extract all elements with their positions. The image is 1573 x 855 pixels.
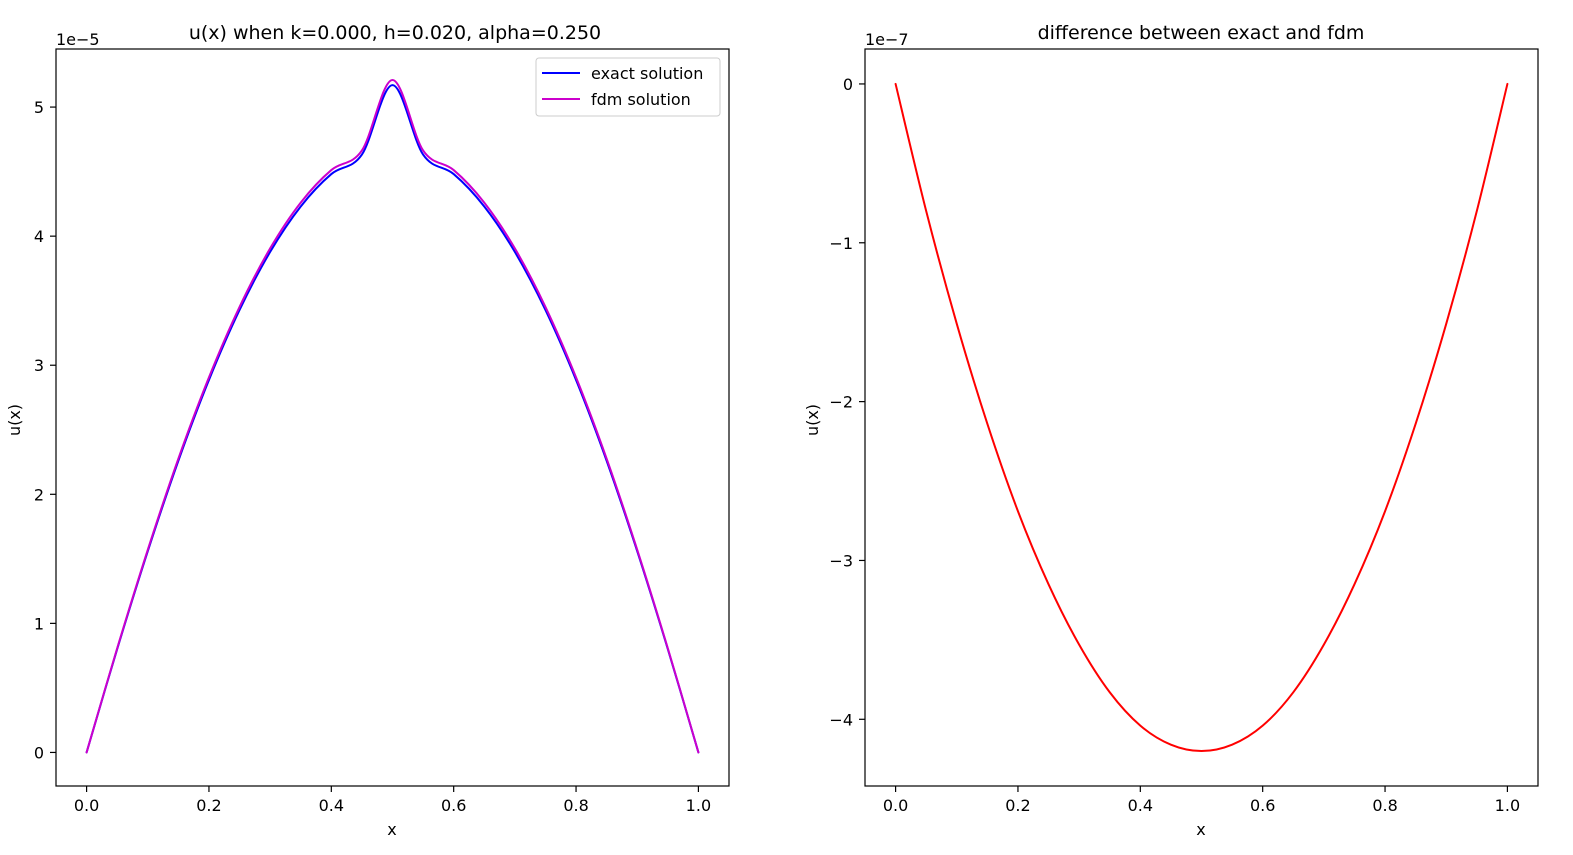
right-y-tick-label: −3 (829, 551, 853, 570)
left-y-tick-label: 3 (34, 356, 44, 375)
left-axes-frame (55, 48, 730, 787)
left-x-tick-label: 0.8 (563, 796, 588, 815)
left-y-tick-label: 0 (34, 743, 44, 762)
left-y-tick-label: 4 (34, 227, 44, 246)
right-x-tick-label: 0.0 (883, 796, 908, 815)
legend-label-exact: exact solution (591, 64, 703, 83)
right-axes-frame (864, 48, 1539, 787)
left-x-tick-label: 0.4 (319, 796, 344, 815)
left-series-line-1 (85, 78, 700, 754)
right-ticks: 0.0 0.2 0.4 0.6 0.8 1.0 0 −1 −2 −3 −4 (829, 75, 1520, 815)
left-y-tick-label: 5 (34, 98, 44, 117)
legend-box (535, 57, 721, 117)
left-offset-label: 1e−5 (56, 30, 100, 49)
left-x-tick-label: 1.0 (686, 796, 711, 815)
right-x-tick-label: 0.8 (1372, 796, 1397, 815)
left-x-tick-label: 0.6 (441, 796, 466, 815)
legend-label-fdm: fdm solution (591, 90, 691, 109)
right-x-tick-label: 1.0 (1495, 796, 1520, 815)
right-data-lines (894, 82, 1509, 753)
right-y-tick-label: 0 (843, 75, 853, 94)
right-y-tick-label: −1 (829, 234, 853, 253)
left-y-tick-label: 2 (34, 485, 44, 504)
left-plot: u(x) when k=0.000, h=0.020, alpha=0.250 … (5, 22, 730, 839)
right-y-axis-label: u(x) (803, 404, 822, 436)
right-x-tick-label: 0.6 (1250, 796, 1275, 815)
right-y-tick-label: −2 (829, 393, 853, 412)
right-offset-label: 1e−7 (865, 30, 909, 49)
left-ticks: 0.0 0.2 0.4 0.6 0.8 1.0 0 1 2 3 4 5 (34, 98, 711, 815)
right-x-tick-label: 0.2 (1005, 796, 1030, 815)
right-y-tick-label: −4 (829, 710, 853, 729)
left-y-tick-label: 1 (34, 614, 44, 633)
right-plot-title: difference between exact and fdm (1038, 22, 1365, 44)
legend: exact solution fdm solution (535, 57, 721, 117)
left-data-lines (85, 78, 700, 754)
left-x-axis-label: x (387, 820, 396, 839)
left-plot-title: u(x) when k=0.000, h=0.020, alpha=0.250 (189, 22, 601, 44)
left-y-axis-label: u(x) (5, 404, 24, 436)
right-plot: difference between exact and fdm 1e−7 0.… (803, 22, 1539, 839)
left-x-tick-label: 0.0 (74, 796, 99, 815)
right-x-tick-label: 0.4 (1128, 796, 1153, 815)
right-series-line-0 (894, 82, 1509, 753)
left-x-tick-label: 0.2 (196, 796, 221, 815)
right-x-axis-label: x (1196, 820, 1205, 839)
